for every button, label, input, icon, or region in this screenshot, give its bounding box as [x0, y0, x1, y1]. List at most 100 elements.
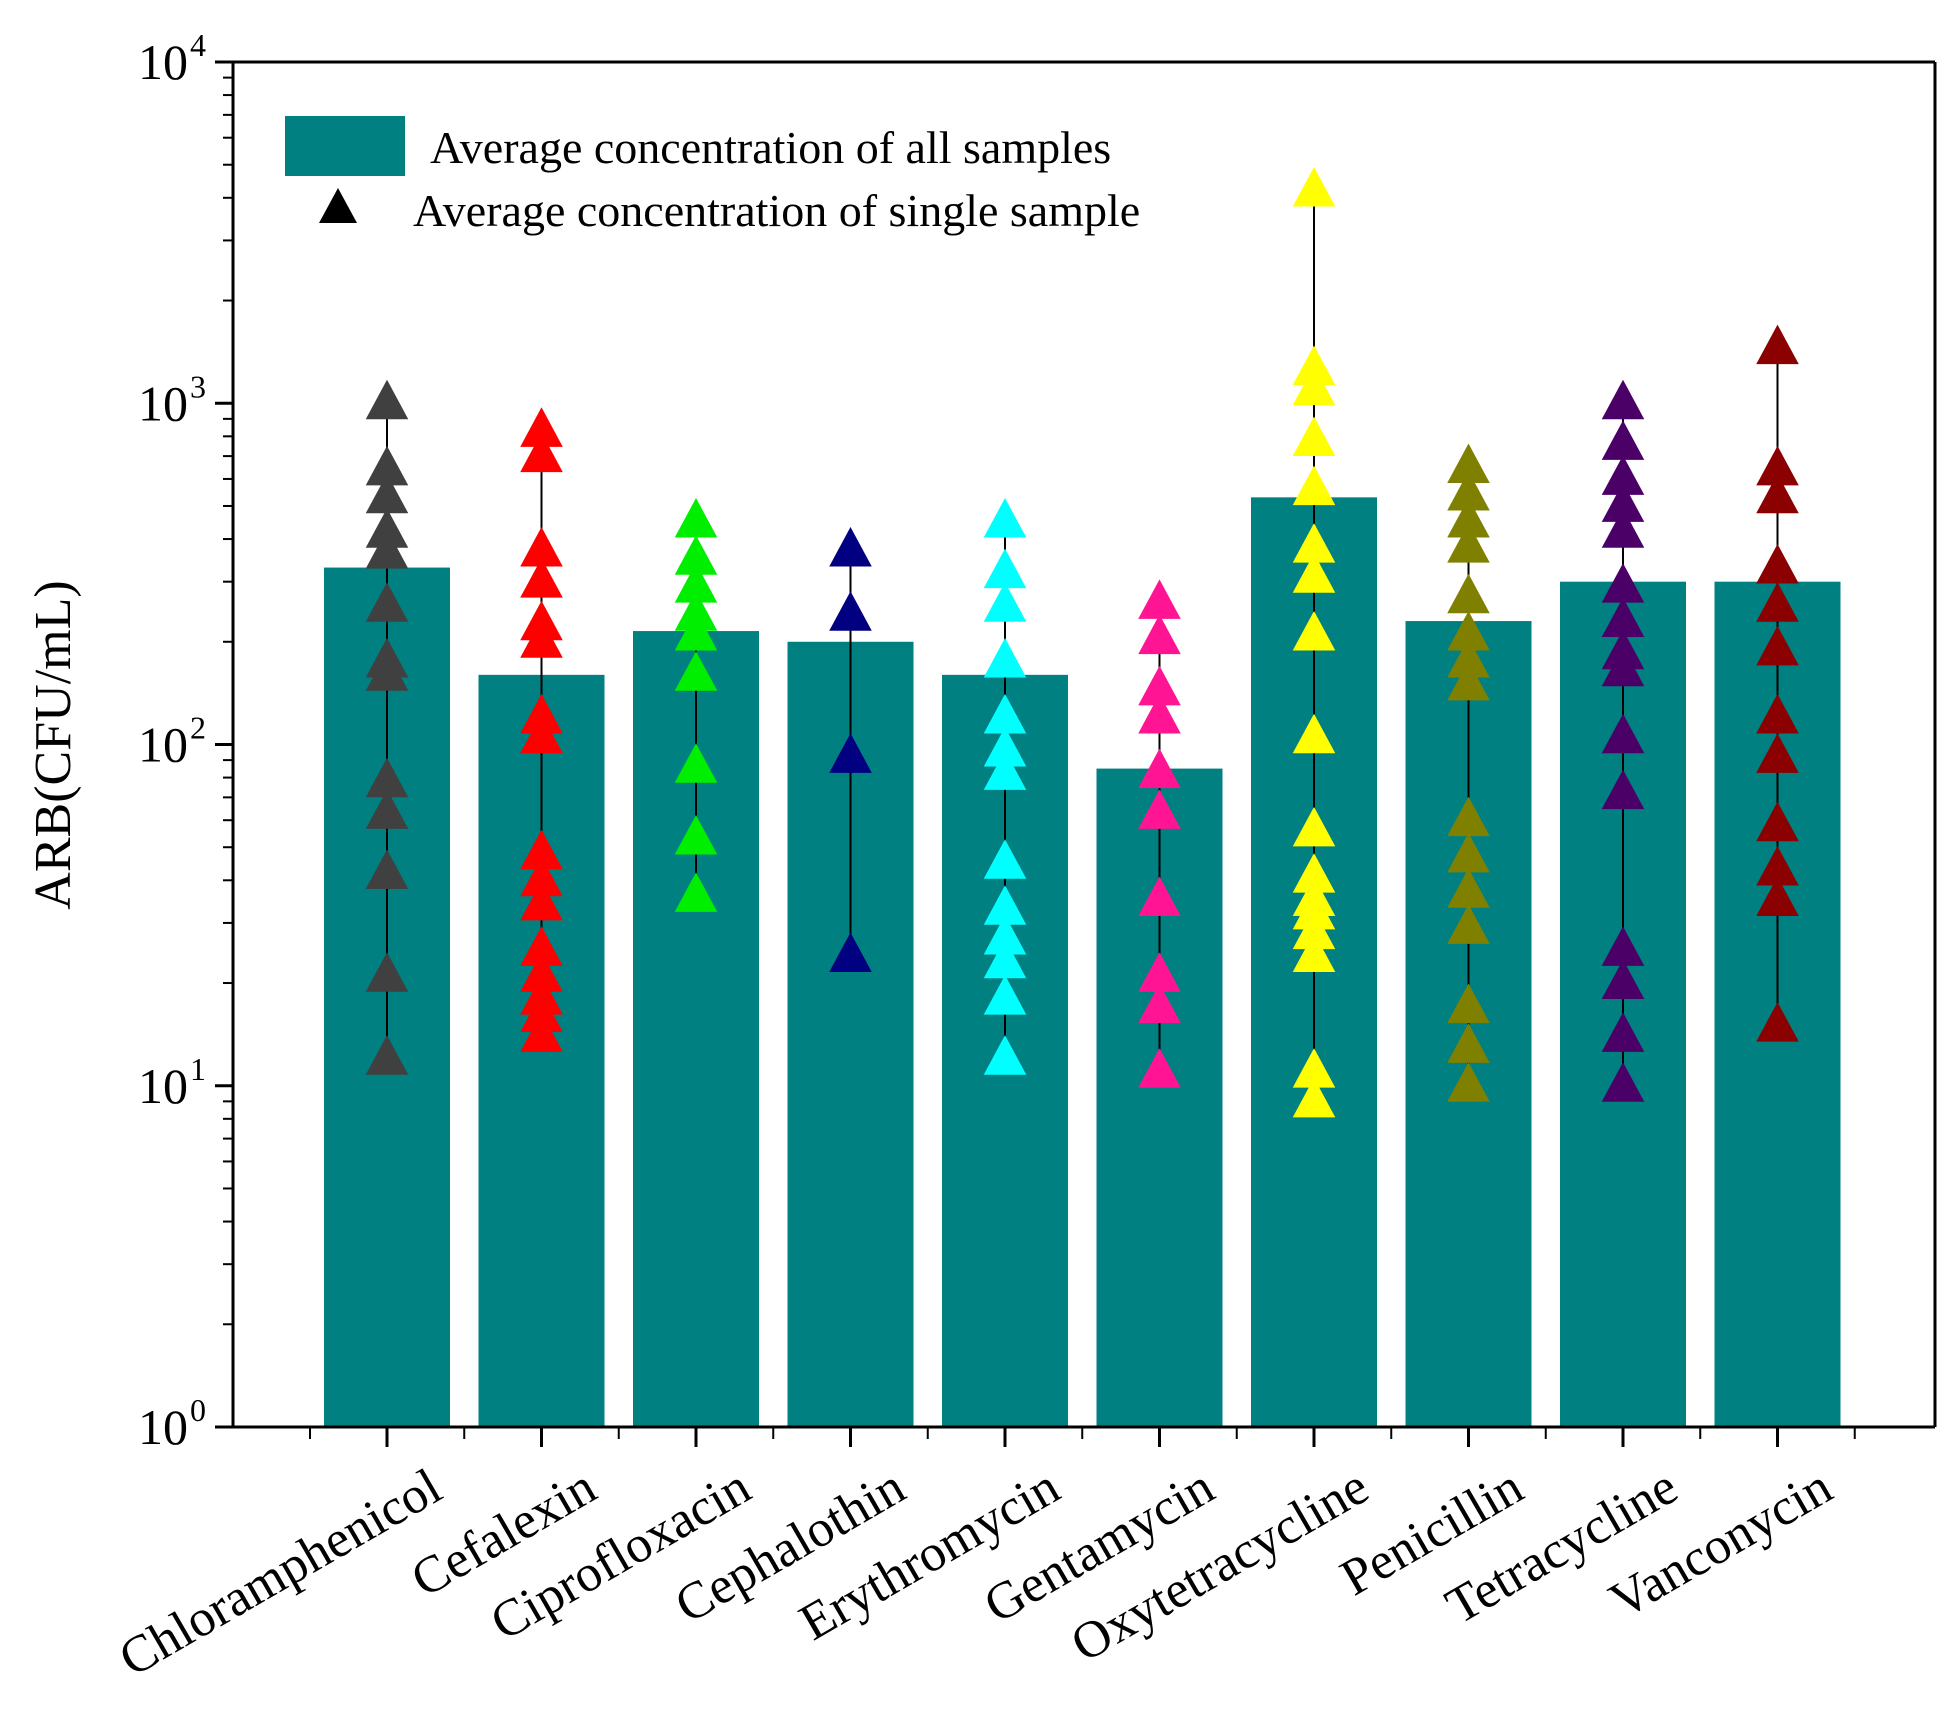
- data-point-marker: [1447, 796, 1490, 837]
- data-point-marker: [1447, 1023, 1490, 1063]
- y-tick-exponent: 0: [190, 1392, 206, 1428]
- legend-bar-swatch: [285, 116, 405, 176]
- data-point-marker: [520, 829, 563, 870]
- data-point-marker: [983, 938, 1027, 979]
- data-point-marker: [1447, 1062, 1490, 1102]
- data-point-marker: [1601, 563, 1645, 603]
- data-point-marker: [1601, 420, 1645, 460]
- y-tick-label: 10: [138, 717, 188, 773]
- data-point-marker: [520, 1012, 563, 1052]
- data-point-marker: [1756, 1002, 1799, 1042]
- data-point-marker: [1138, 983, 1181, 1024]
- x-tick-label: Chloramphenicol: [110, 1458, 451, 1688]
- data-point-marker: [1138, 789, 1181, 829]
- data-point-marker: [983, 693, 1027, 734]
- data-point-marker: [674, 743, 718, 783]
- data-point-marker: [520, 693, 563, 734]
- data-point-marker: [1138, 748, 1181, 789]
- data-point-marker: [365, 638, 409, 678]
- data-point-marker: [365, 445, 409, 486]
- data-point-marker: [1601, 926, 1645, 966]
- data-point-marker: [1292, 523, 1336, 563]
- data-point-marker: [520, 558, 563, 598]
- data-point-marker: [1447, 660, 1490, 701]
- data-point-marker: [1292, 932, 1336, 972]
- data-point-marker: [983, 885, 1027, 925]
- legend-marker-label: Average concentration of single sample: [413, 185, 1140, 236]
- y-tick-exponent: 2: [190, 710, 206, 746]
- data-point-marker: [1138, 1048, 1181, 1088]
- data-point-marker: [1756, 693, 1799, 734]
- data-point-marker: [983, 638, 1027, 678]
- data-point-marker: [829, 591, 872, 631]
- data-point-marker: [520, 713, 563, 754]
- data-point-marker: [1138, 614, 1181, 655]
- data-point-marker: [1447, 471, 1490, 511]
- data-point-marker: [1292, 416, 1336, 457]
- data-point-marker: [1292, 909, 1336, 950]
- data-point-marker: [1292, 1048, 1336, 1088]
- y-tick-exponent: 1: [190, 1051, 206, 1087]
- data-point-marker: [1447, 983, 1490, 1024]
- data-point-marker: [365, 1035, 409, 1075]
- data-point-marker: [1601, 629, 1645, 670]
- data-point-marker: [520, 880, 563, 921]
- data-point-marker: [1601, 508, 1645, 548]
- data-point-marker: [1292, 853, 1336, 893]
- data-point-marker: [1756, 543, 1799, 584]
- data-point-marker: [983, 498, 1027, 538]
- legend: Average concentration of all samples Ave…: [285, 116, 1140, 236]
- data-point-marker: [1756, 324, 1799, 365]
- data-point-marker: [1138, 665, 1181, 706]
- data-point-marker: [1601, 1012, 1645, 1052]
- data-point-marker: [1447, 443, 1490, 484]
- data-point-marker: [1447, 868, 1490, 908]
- data-point-marker: [520, 856, 563, 897]
- data-point-marker: [365, 379, 409, 420]
- y-tick-label: 10: [138, 1058, 188, 1114]
- data-point-marker: [674, 815, 718, 855]
- data-point-marker: [1292, 610, 1336, 651]
- data-point-marker: [365, 529, 409, 569]
- data-point-marker: [1292, 876, 1336, 917]
- data-point-marker: [1756, 801, 1799, 842]
- data-point-marker: [1292, 465, 1336, 506]
- data-point-marker: [1601, 597, 1645, 638]
- data-point-marker: [674, 610, 718, 651]
- data-point-marker: [983, 726, 1027, 767]
- y-tick-exponent: 4: [190, 27, 206, 63]
- data-point-marker: [1292, 553, 1336, 593]
- points-layer: [365, 167, 1799, 1118]
- data-point-marker: [365, 757, 409, 798]
- data-point-marker: [1292, 167, 1336, 207]
- data-point-marker: [1601, 1062, 1645, 1102]
- data-point-marker: [1447, 498, 1490, 538]
- data-point-marker: [1138, 876, 1181, 917]
- data-point-marker: [1756, 733, 1799, 773]
- data-point-marker: [520, 926, 563, 966]
- data-point-marker: [1756, 582, 1799, 622]
- data-point-marker: [365, 849, 409, 890]
- data-point-marker: [520, 432, 563, 473]
- data-point-marker: [674, 651, 718, 691]
- data-point-marker: [674, 535, 718, 575]
- data-point-marker: [1138, 693, 1181, 734]
- data-point-marker: [1447, 573, 1490, 614]
- data-point-marker: [1601, 769, 1645, 810]
- y-tick-exponent: 3: [190, 368, 206, 404]
- data-point-marker: [983, 839, 1027, 879]
- data-point-marker: [983, 1035, 1027, 1075]
- data-point-marker: [1601, 482, 1645, 522]
- y-axis-title: ARB(CFU/mL): [25, 580, 82, 909]
- data-point-marker: [365, 952, 409, 992]
- data-point-marker: [674, 563, 718, 603]
- data-point-marker: [520, 975, 563, 1015]
- data-point-marker: [365, 473, 409, 514]
- data-point-marker: [365, 582, 409, 622]
- data-point-marker: [983, 582, 1027, 622]
- data-point-marker: [1447, 904, 1490, 944]
- y-tick-label: 10: [138, 1399, 188, 1455]
- data-point-marker: [1756, 445, 1799, 486]
- data-point-marker: [520, 600, 563, 641]
